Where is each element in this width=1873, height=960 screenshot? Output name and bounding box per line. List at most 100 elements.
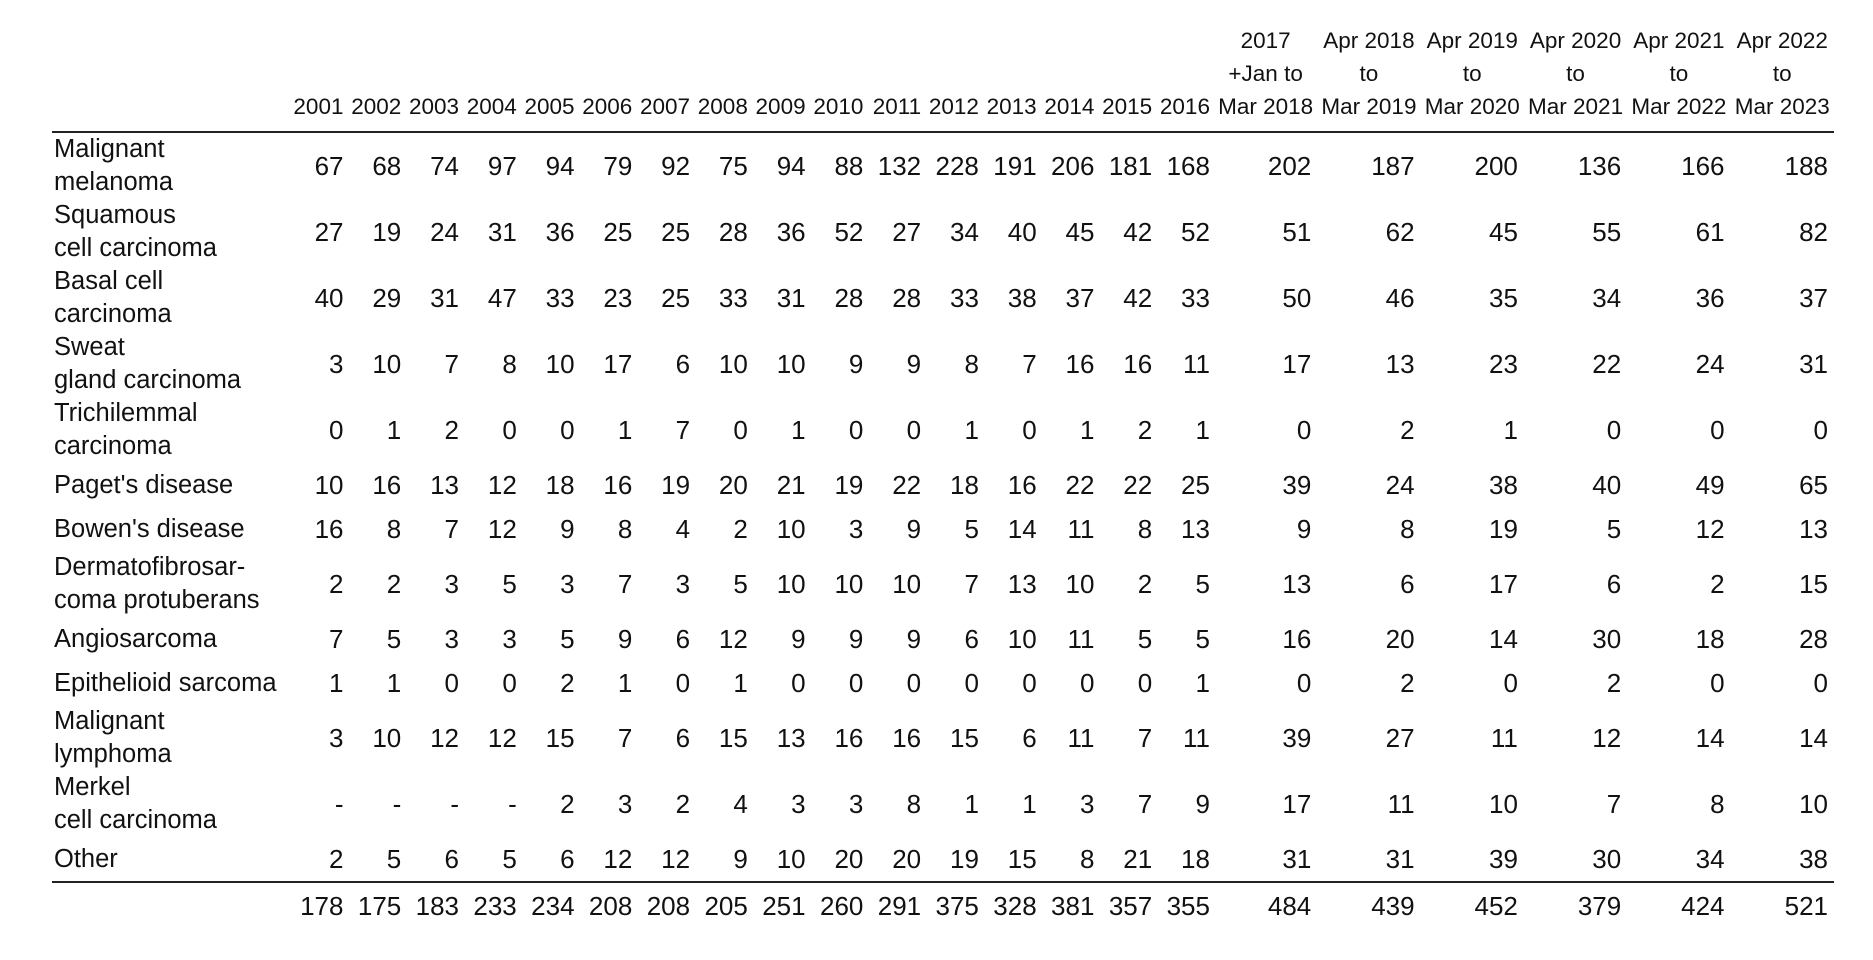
table-cell: 0 — [1022, 414, 1037, 445]
row-label-line: Dermatofibrosar- — [54, 553, 246, 581]
table-cell: 9 — [906, 623, 922, 654]
table-cell: 34 — [1592, 282, 1622, 313]
table-cell: 1 — [617, 414, 633, 445]
table-cell: 42 — [1123, 282, 1153, 313]
table-cell: 51 — [1282, 216, 1312, 247]
table-cell: 33 — [718, 282, 748, 313]
column-header-year: 2006 — [582, 94, 633, 119]
table-cell: 11 — [1387, 788, 1415, 819]
table-row: Paget's disease 10 16 13 12 18 16 19 20 21 19 22 18 1… — [52, 463, 1834, 507]
table-cell: 1 — [1022, 788, 1037, 819]
table-cell: 9 — [1195, 788, 1210, 819]
table-cell: 47 — [487, 282, 517, 313]
column-header-line: Mar 2023 — [1734, 94, 1830, 119]
row-label-line: Other — [54, 844, 118, 873]
table-cell: 6 — [964, 623, 979, 654]
row-label-line: Basal cell carcinoma — [54, 267, 172, 328]
table-cell: 1 — [964, 414, 979, 445]
table-cell: 5 — [1606, 513, 1622, 544]
table-cell: 2 — [1710, 568, 1725, 599]
table-cell: 22 — [1123, 469, 1153, 500]
table-cell: 2 — [329, 843, 344, 874]
row-label-line: Malignant lymphoma — [54, 707, 172, 768]
column-header-line: Mar 2019 — [1321, 94, 1417, 119]
row-label-line: carcinoma — [54, 432, 172, 460]
table-cell: 191 — [982, 131, 1041, 199]
table-cell: 3 — [560, 568, 575, 599]
table-cell: 0 — [1503, 667, 1518, 698]
table-cell: 24 — [430, 216, 460, 247]
column-header-period: Apr 2020 to Mar 2021 — [1524, 24, 1627, 132]
table-cell: 6 — [675, 348, 691, 379]
total-label-cell — [52, 881, 290, 929]
column-header-period: Apr 2019 to Mar 2020 — [1421, 24, 1524, 132]
table-cell: 22 — [1065, 469, 1095, 500]
table-cell: 10 — [834, 568, 864, 599]
column-header-line: to — [1566, 61, 1585, 86]
row-label: Epithelioid sarcoma — [52, 661, 290, 705]
table-cell: 0 — [791, 667, 806, 698]
table-cell: 7 — [617, 568, 633, 599]
column-header-year: 2010 — [813, 94, 864, 119]
row-label: Squamous cell carcinoma — [52, 199, 290, 265]
row-label-line: gland carcinoma — [54, 366, 242, 394]
table-cell: 8 — [1710, 788, 1725, 819]
column-header-line: +Jan to — [1228, 61, 1303, 86]
table-cell: 10 — [372, 722, 402, 753]
table-cell: 0 — [1079, 667, 1095, 698]
total-cell: 251 — [751, 881, 810, 929]
table-cell: 206 — [1040, 131, 1099, 199]
table-cell: 4 — [675, 513, 691, 544]
table-cell: 9 — [1296, 513, 1312, 544]
table-cell: 75 — [694, 131, 752, 199]
table-cell: 12 — [1592, 722, 1622, 753]
table-cell: 2 — [675, 788, 691, 819]
table-cell: 19 — [1488, 513, 1518, 544]
total-cell: 208 — [578, 881, 637, 929]
table-cell: 37 — [1799, 282, 1828, 313]
table-cell: 7 — [1606, 788, 1622, 819]
column-header-line: 2017 — [1240, 28, 1291, 53]
table-cell: 31 — [1799, 348, 1828, 379]
table-cell: 10 — [776, 348, 806, 379]
table-row: Trichilemmal carcinoma 0 1 2 0 0 1 7 0 1 0 0 1 0 1 2 1 0 2 1… — [52, 397, 1834, 463]
table-cell: 45 — [1065, 216, 1095, 247]
column-header-year: 2009 — [755, 94, 806, 119]
table-cell: 1 — [386, 414, 402, 445]
table-cell: 3 — [502, 623, 517, 654]
table-cell: 15 — [1799, 568, 1828, 599]
row-label-line: Epithelioid sarcoma — [54, 668, 277, 697]
table-cell: 0 — [1710, 414, 1725, 445]
table-cell: 14 — [1799, 722, 1828, 753]
total-cell: 379 — [1523, 881, 1628, 929]
table-cell: 9 — [906, 348, 922, 379]
table-cell: 3 — [444, 568, 460, 599]
table-cell: 3 — [791, 788, 806, 819]
table-cell: 2 — [733, 513, 748, 544]
table-cell: 5 — [1137, 623, 1153, 654]
table-cell: 33 — [949, 282, 979, 313]
table-cell: 6 — [675, 623, 691, 654]
table-cell: 5 — [386, 623, 402, 654]
table-cell: 9 — [560, 513, 575, 544]
table-cell: 3 — [329, 348, 344, 379]
table-cell: 1 — [1195, 667, 1210, 698]
table-cell: 2 — [444, 414, 460, 445]
table-cell: 8 — [386, 513, 402, 544]
table-cell: 65 — [1799, 469, 1828, 500]
table-cell: 9 — [848, 348, 864, 379]
column-header-line: Apr 2020 — [1529, 28, 1622, 53]
table-cell: 12 — [487, 513, 517, 544]
table-cell: 0 — [675, 667, 691, 698]
table-cell: 13 — [776, 722, 806, 753]
table-cell: 21 — [776, 469, 806, 500]
table-cell: 10 — [776, 513, 806, 544]
table-cell: 8 — [906, 788, 922, 819]
table-cell: 0 — [1137, 667, 1153, 698]
table-cell: 45 — [1488, 216, 1518, 247]
total-cell: 484 — [1213, 881, 1318, 929]
table-cell: 9 — [733, 843, 748, 874]
table-row: Malignant melanoma 67 68 74 97 94 79 92 75 94 88 13… — [52, 131, 1834, 199]
table-cell: 5 — [1195, 568, 1210, 599]
table-cell: 39 — [1282, 722, 1312, 753]
